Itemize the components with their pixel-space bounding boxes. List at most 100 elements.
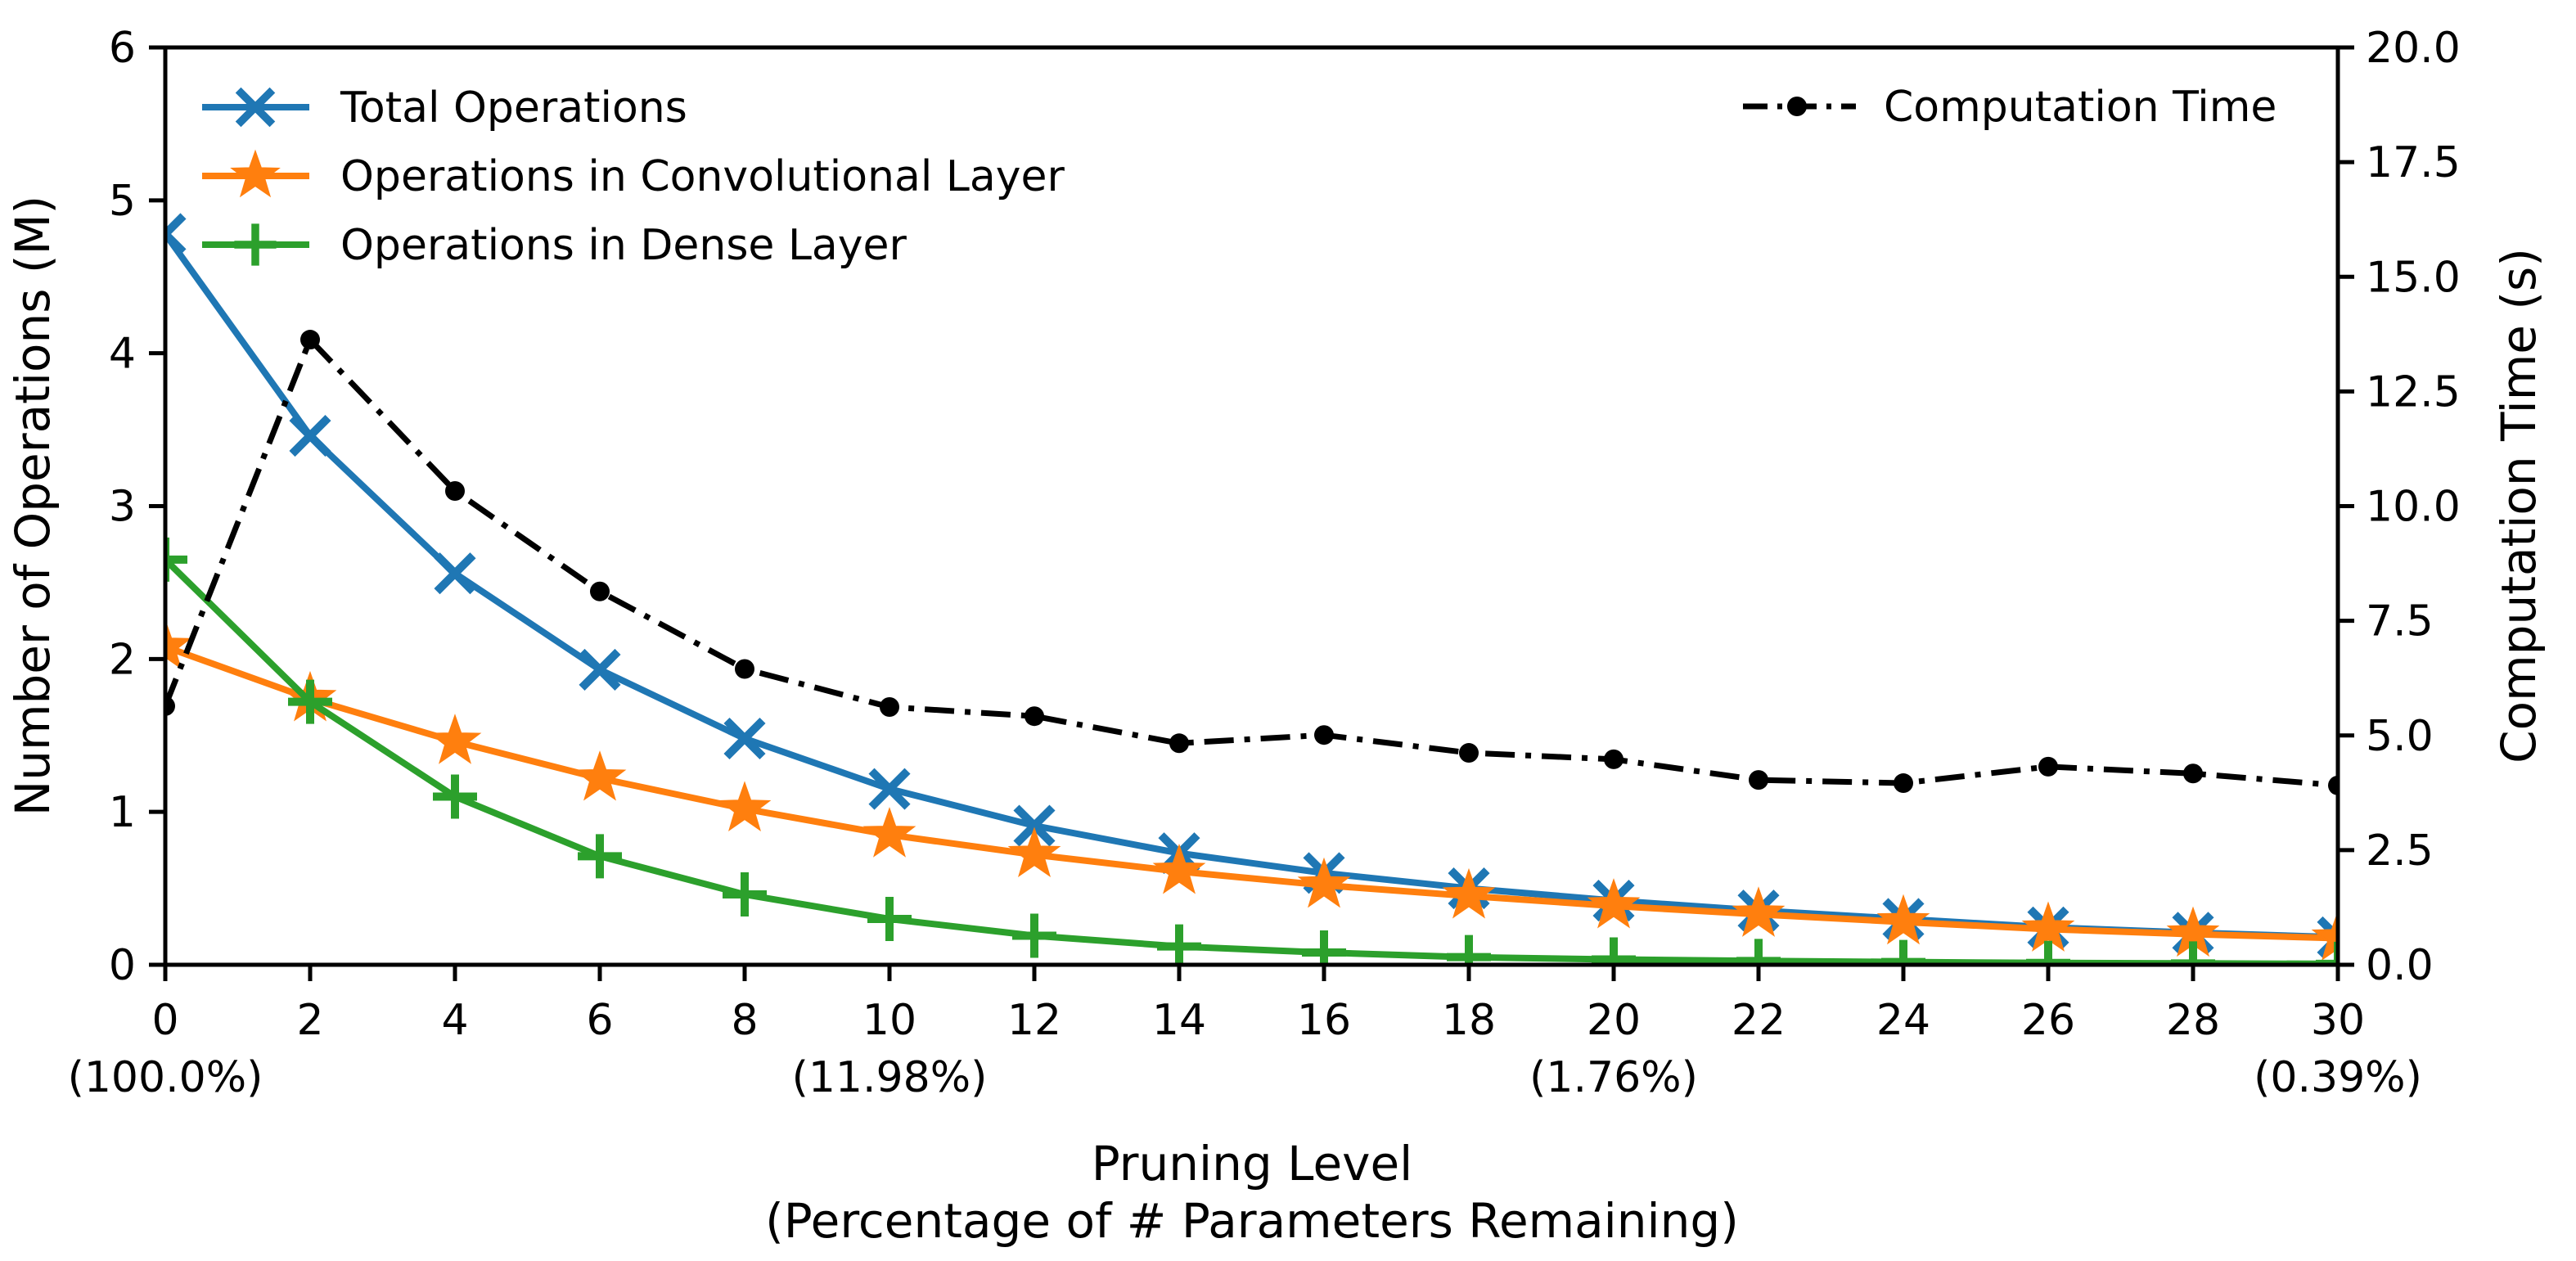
dot-marker — [300, 330, 320, 350]
right-axis-ticks: 0.0 2.5 5.0 7.5 10.0 12.5 15.0 17.5 20.0 — [2338, 24, 2461, 990]
star-marker — [862, 807, 916, 858]
x-tick-label: 6 — [586, 996, 613, 1045]
star-marker — [1732, 886, 1786, 937]
x-marker — [723, 717, 766, 760]
star-marker — [1007, 826, 1061, 878]
star-marker — [2021, 901, 2075, 952]
x-tick-label: 22 — [1732, 996, 1786, 1045]
x-marker — [165, 227, 187, 255]
right-tick-label: 10.0 — [2366, 483, 2461, 532]
legend-label: Operations in Convolutional Layer — [340, 152, 1065, 201]
y-axis-label-left: Number of Operations (M) — [5, 196, 61, 816]
dot-marker — [1025, 706, 1044, 727]
star-marker — [230, 149, 281, 198]
x-marker — [1013, 804, 1056, 847]
series-layer — [165, 213, 2338, 965]
star-marker — [165, 619, 192, 669]
x-tick-label: 20 — [1587, 996, 1641, 1045]
right-tick-label: 5.0 — [2366, 712, 2434, 761]
left-tick-label: 2 — [109, 635, 136, 684]
left-tick-label: 1 — [109, 788, 136, 837]
star-marker — [428, 714, 482, 764]
legend-left: Total Operations Operations in Convolutio… — [202, 83, 1065, 270]
x-axis-label-line2: (Percentage of # Parameters Remaining) — [765, 1193, 1739, 1249]
x-percent-label: (100.0%) — [68, 1053, 263, 1102]
right-tick-label: 0.0 — [2366, 941, 2434, 990]
star-marker — [1442, 867, 1496, 919]
x-marker — [235, 87, 276, 128]
dot-marker — [1169, 733, 1189, 754]
legend-label: Computation Time — [1884, 83, 2277, 132]
x-marker — [2317, 916, 2338, 943]
legend-entry-computation-time: Computation Time — [1743, 83, 2277, 132]
dot-marker — [2183, 763, 2203, 784]
dot-marker — [1894, 773, 1913, 794]
x-tick-label: 10 — [862, 996, 916, 1045]
x-tick-label: 26 — [2021, 996, 2075, 1045]
right-tick-label: 20.0 — [2366, 24, 2461, 73]
dot-marker — [2038, 756, 2058, 777]
x-tick-label: 14 — [1152, 996, 1206, 1045]
x-tick-label: 12 — [1007, 996, 1061, 1045]
x-tick-label: 30 — [2311, 996, 2365, 1045]
series-line — [165, 336, 2338, 789]
left-tick-label: 6 — [109, 24, 136, 73]
x-axis-ticks: 0 2 4 6 8 10 12 14 16 18 20 22 24 26 28 30 — [151, 965, 2365, 1045]
dot-marker — [880, 696, 899, 717]
dot-marker — [1749, 770, 1768, 790]
star-marker — [718, 781, 772, 831]
x-tick-label: 24 — [1876, 996, 1930, 1045]
legend-right: Computation Time — [1743, 83, 2277, 132]
x-marker — [868, 768, 911, 810]
right-tick-label: 2.5 — [2366, 826, 2434, 876]
dot-marker — [735, 659, 754, 679]
series-line — [165, 232, 2338, 941]
legend-entry-total-operations: Total Operations — [202, 83, 687, 133]
star-marker — [1297, 857, 1351, 908]
x-tick-label: 28 — [2166, 996, 2220, 1045]
right-tick-label: 17.5 — [2366, 138, 2461, 187]
x-percent-label: (0.39%) — [2254, 1053, 2422, 1102]
x-axis-label-line1: Pruning Level — [1092, 1136, 1413, 1191]
x-tick-label: 2 — [296, 996, 323, 1045]
dot-marker — [445, 481, 465, 502]
x-percent-label: (1.76%) — [1529, 1053, 1698, 1102]
legend-label: Operations in Dense Layer — [340, 221, 907, 270]
star-marker — [573, 750, 627, 801]
dot-marker — [1314, 725, 1334, 745]
x-percent-label: (11.98%) — [792, 1053, 988, 1102]
x-tick-label: 16 — [1297, 996, 1351, 1045]
series-operations-in-dense-layer — [165, 537, 2338, 965]
right-tick-label: 15.0 — [2366, 253, 2461, 302]
x-marker — [579, 648, 621, 691]
series-computation-time — [165, 330, 2338, 795]
dot-marker — [590, 581, 610, 601]
star-marker — [1876, 894, 1930, 945]
star-marker — [1152, 843, 1206, 894]
left-axis-ticks: 0 1 2 3 4 5 6 — [109, 24, 165, 990]
x-tick-label: 18 — [1442, 996, 1496, 1045]
series-total-operations — [165, 213, 2338, 958]
x-tick-label: 8 — [731, 996, 758, 1045]
series-line — [165, 643, 2338, 942]
x-tick-label: 0 — [151, 996, 178, 1045]
left-tick-label: 3 — [109, 483, 136, 532]
left-tick-label: 0 — [109, 941, 136, 990]
legend-entry-operations-in-convolutional-layer: Operations in Convolutional Layer — [202, 149, 1065, 201]
x-marker — [434, 552, 476, 595]
dot-marker — [1787, 97, 1807, 116]
x-marker — [289, 415, 331, 457]
star-marker — [2311, 910, 2338, 962]
y-axis-label-right: Computation Time (s) — [2491, 248, 2547, 763]
right-tick-label: 12.5 — [2366, 367, 2461, 417]
left-tick-label: 5 — [109, 177, 136, 226]
left-tick-label: 4 — [109, 330, 136, 379]
legend-entry-operations-in-dense-layer: Operations in Dense Layer — [202, 221, 907, 270]
legend-label: Total Operations — [340, 83, 687, 133]
series-line — [165, 557, 2338, 965]
dot-marker — [165, 696, 175, 716]
x-tick-label: 4 — [441, 996, 468, 1045]
dot-marker — [1459, 743, 1479, 763]
